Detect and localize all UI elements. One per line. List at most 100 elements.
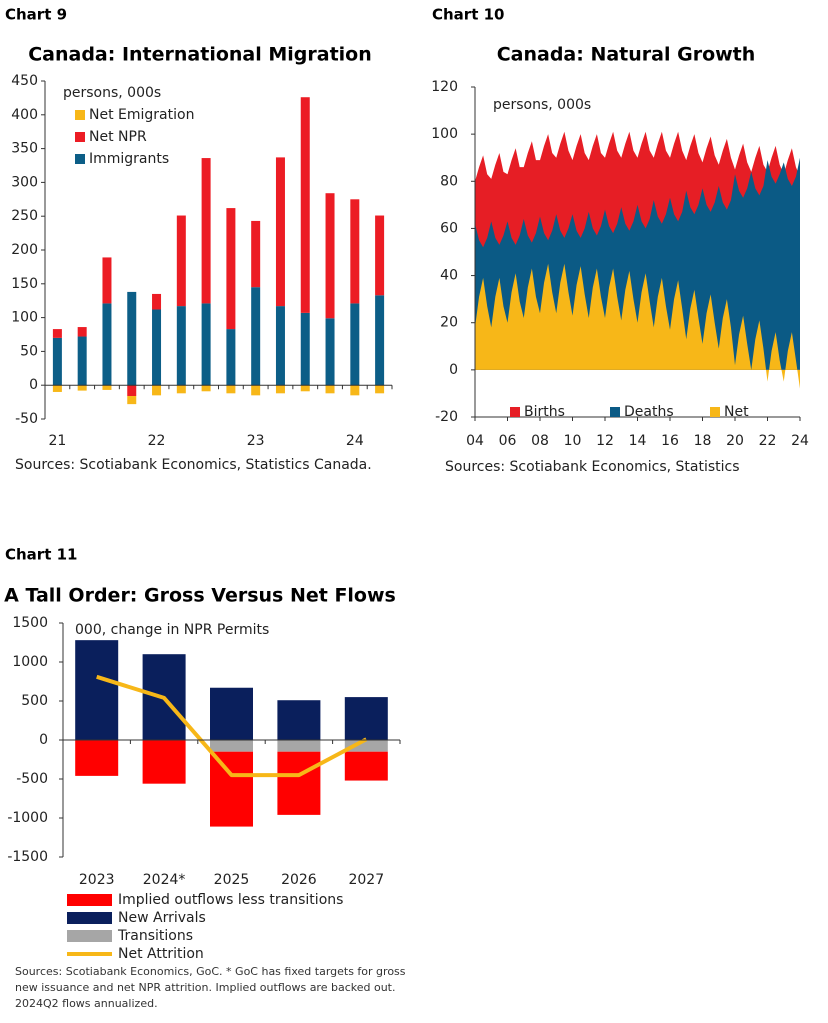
- y-tick-label: 50: [20, 343, 38, 359]
- bar: [102, 303, 112, 386]
- legend-label: Deaths: [624, 404, 674, 420]
- legend-swatch: [75, 110, 85, 120]
- y-tick-label: 350: [11, 141, 38, 157]
- y-tick-label: 20: [440, 315, 458, 331]
- bar: [325, 318, 335, 386]
- chart-label: Chart 10: [432, 6, 504, 24]
- bar: [210, 751, 253, 827]
- x-tick-label: 20: [726, 433, 744, 449]
- chart-label: Chart 9: [5, 6, 67, 24]
- bar: [344, 697, 388, 740]
- bar: [226, 208, 236, 330]
- legend-label: Net: [724, 404, 749, 420]
- chart-title: Canada: Natural Growth: [497, 44, 756, 66]
- x-tick-label: 24: [791, 433, 809, 449]
- y-tick-label: -20: [435, 409, 458, 425]
- x-tick-label: 2024*: [143, 872, 186, 888]
- bar: [201, 385, 211, 392]
- y-tick-label: 0: [39, 732, 48, 748]
- y-tick-label: 120: [431, 79, 458, 95]
- x-tick-label: 12: [596, 433, 614, 449]
- bar: [350, 199, 360, 304]
- y-tick-label: 150: [11, 276, 38, 292]
- legend-swatch: [75, 132, 85, 142]
- bar: [325, 385, 335, 394]
- bar: [275, 157, 285, 307]
- y-tick-label: 450: [11, 73, 38, 89]
- legend-swatch: [75, 154, 85, 164]
- y-tick-label: -50: [15, 411, 38, 427]
- plot: [475, 131, 800, 389]
- y-tick-label: 100: [11, 310, 38, 326]
- bar: [52, 385, 62, 392]
- bar: [127, 396, 137, 405]
- bar: [152, 309, 162, 386]
- x-tick-label: 2023: [79, 872, 115, 888]
- axis-annotation: persons, 000s: [493, 97, 591, 113]
- bar: [300, 97, 310, 313]
- y-tick-label: -1500: [7, 849, 48, 865]
- y-tick-label: 250: [11, 208, 38, 224]
- y-tick-label: 60: [440, 220, 458, 236]
- y-tick-label: 300: [11, 174, 38, 190]
- bar: [226, 385, 236, 394]
- x-tick-label: 16: [661, 433, 679, 449]
- bar: [142, 740, 186, 784]
- bar: [201, 158, 211, 304]
- bar: [275, 306, 285, 386]
- chart-title: Canada: International Migration: [28, 44, 372, 66]
- x-tick-label: 21: [48, 433, 66, 449]
- axis-annotation: persons, 000s: [63, 85, 161, 101]
- bar: [176, 385, 186, 394]
- x-tick-label: 06: [499, 433, 517, 449]
- y-tick-label: 500: [21, 693, 48, 709]
- bar: [127, 291, 137, 386]
- source: Sources: Scotiabank Economics, Statistic…: [15, 457, 372, 473]
- y-tick-label: -1000: [7, 810, 48, 826]
- axis-annotation: 000, change in NPR Permits: [75, 622, 269, 638]
- x-tick-label: 18: [694, 433, 712, 449]
- x-tick-label: 04: [466, 433, 484, 449]
- x-tick-label: 08: [531, 433, 549, 449]
- bar: [77, 327, 87, 337]
- source: Sources: Scotiabank Economics, Statistic…: [445, 459, 740, 475]
- y-tick-label: 100: [431, 126, 458, 142]
- bar: [277, 700, 321, 740]
- y-tick-label: 0: [449, 362, 458, 378]
- source-box: Sources: Scotiabank Economics, GoC. * Go…: [15, 965, 406, 1010]
- bar: [300, 385, 310, 392]
- bar: [251, 287, 261, 386]
- bar: [210, 740, 253, 752]
- bar: [52, 329, 62, 338]
- legend-swatch: [67, 894, 112, 906]
- bar: [344, 751, 388, 781]
- legend-label: Immigrants: [89, 151, 169, 167]
- legend-swatch: [510, 407, 520, 417]
- x-tick-label: 2027: [348, 872, 384, 888]
- bar: [77, 385, 87, 391]
- legend-swatch: [610, 407, 620, 417]
- y-tick-label: 200: [11, 242, 38, 258]
- legend-swatch: [67, 912, 112, 924]
- y-tick-label: 40: [440, 268, 458, 284]
- bar: [201, 303, 211, 386]
- bar: [176, 215, 186, 307]
- bar: [325, 193, 335, 319]
- bar: [350, 303, 360, 386]
- bar: [275, 385, 285, 394]
- x-tick-label: 2025: [214, 872, 250, 888]
- bar: [75, 640, 119, 740]
- chart-title: A Tall Order: Gross Versus Net Flows: [4, 585, 396, 607]
- bar: [375, 215, 385, 296]
- bar: [375, 385, 385, 394]
- bar: [77, 336, 87, 386]
- bar: [75, 740, 119, 776]
- y-tick-label: 1500: [12, 615, 48, 631]
- legend-swatch: [67, 930, 112, 942]
- bar: [102, 257, 112, 304]
- x-tick-label: 24: [346, 433, 364, 449]
- bar: [277, 740, 321, 752]
- x-tick-label: 14: [629, 433, 647, 449]
- bar: [375, 295, 385, 386]
